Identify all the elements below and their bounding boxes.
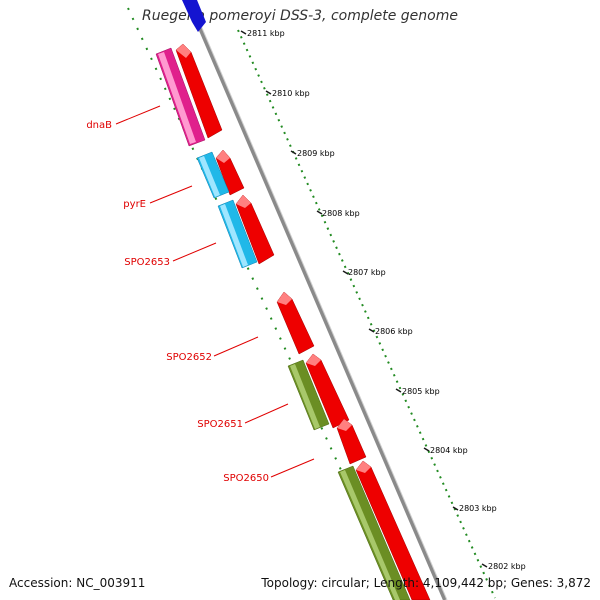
- gene-SPO2651[interactable]: [287, 359, 330, 431]
- gene-label-SPO2651[interactable]: SPO2651: [197, 419, 243, 430]
- map-title: Ruegeria pomeroyi DSS-3, complete genome: [142, 8, 458, 24]
- gene-SPO2653[interactable]: [217, 199, 258, 269]
- genome-backbone-highlight: [189, 0, 448, 600]
- accession-text: Accession: NC_003911: [9, 576, 146, 590]
- topology-text: Topology: circular; Length: 4,109,442 bp…: [261, 576, 591, 590]
- gene-label-SPO2653[interactable]: SPO2653: [124, 257, 170, 268]
- genome-backbone: [186, 0, 447, 600]
- gene-label-dnaB[interactable]: dnaB: [86, 120, 112, 131]
- gene-label-SPO2650[interactable]: SPO2650: [223, 473, 269, 484]
- label-leaders: [115, 105, 315, 478]
- tick-label: 2803 kbp: [459, 504, 497, 513]
- gene-forward-7[interactable]: [355, 460, 431, 600]
- outer-dotted-ring: [237, 29, 496, 599]
- gene-forward-5[interactable]: [305, 353, 350, 429]
- tick-label: 2806 kbp: [375, 327, 413, 336]
- gene-forward-6[interactable]: [336, 418, 367, 465]
- tick-label: 2802 kbp: [488, 562, 526, 571]
- tick-label: 2804 kbp: [430, 446, 468, 455]
- gene-dnaB[interactable]: [155, 47, 206, 147]
- gene-forward-3[interactable]: [235, 194, 275, 265]
- gene-label-SPO2652[interactable]: SPO2652: [166, 352, 212, 363]
- gene-label-pyrE[interactable]: pyrE: [123, 199, 146, 210]
- gene-forward-4[interactable]: [276, 291, 315, 355]
- gene-blue-top[interactable]: [182, 0, 206, 32]
- tick-label: 2811 kbp: [247, 29, 285, 38]
- tick-marks: [240, 30, 488, 568]
- tick-label: 2810 kbp: [272, 89, 310, 98]
- tick-label: 2809 kbp: [297, 149, 335, 158]
- gene-SPO2650[interactable]: [337, 465, 411, 600]
- gene-forward-1[interactable]: [175, 43, 223, 139]
- tick-label: 2807 kbp: [348, 268, 386, 277]
- tick-label: 2805 kbp: [402, 387, 440, 396]
- gene-pyrE[interactable]: [196, 151, 230, 199]
- tick-label: 2808 kbp: [322, 209, 360, 218]
